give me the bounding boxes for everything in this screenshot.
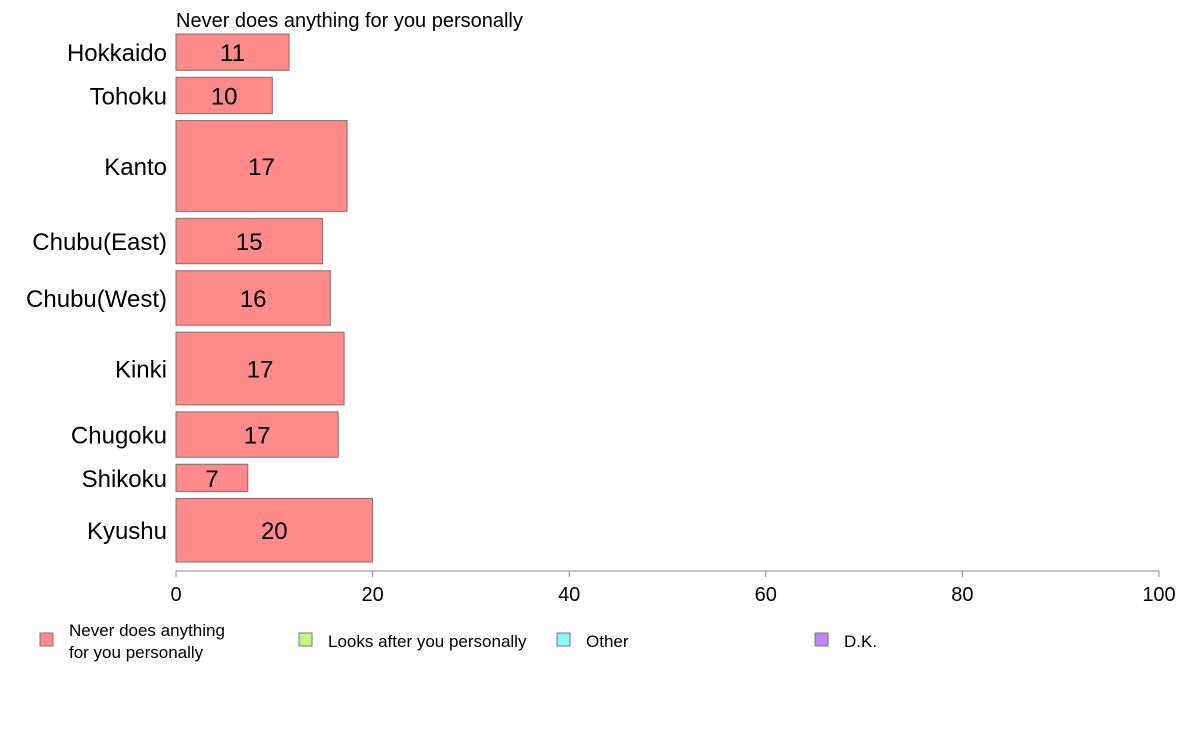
- bar-value-label: 20: [261, 518, 288, 545]
- bar-value-label: 17: [247, 357, 274, 384]
- bar-chugoku: [175, 411, 339, 458]
- x-tick-label: 100: [1142, 584, 1175, 606]
- bar-tohoku: [175, 76, 273, 115]
- legend-label: D.K.: [844, 632, 877, 651]
- legend-label: Other: [586, 632, 629, 651]
- chart-title: Never does anything for you personally: [176, 10, 523, 32]
- x-axis: 0 20 40 60 80 100: [170, 570, 1176, 606]
- bar-value-label: 11: [220, 40, 245, 67]
- category-label: Hokkaido: [67, 40, 167, 67]
- category-label: Kanto: [104, 154, 167, 181]
- bar-kyushu: [175, 497, 374, 563]
- legend-label: for you personally: [69, 643, 204, 662]
- x-tick-label: 40: [558, 584, 580, 606]
- legend-label: Looks after you personally: [328, 632, 527, 651]
- bar-chubu-east-: [175, 217, 323, 265]
- bar-kanto: [175, 120, 348, 212]
- bar-hokkaido: [175, 33, 290, 71]
- category-label: Kinki: [115, 357, 167, 384]
- bar-value-label: 7: [205, 466, 218, 493]
- category-label: Chugoku: [71, 423, 167, 450]
- category-label: Kyushu: [87, 518, 167, 545]
- legend-label: Never does anything: [69, 621, 225, 640]
- category-label: Shikoku: [82, 466, 167, 493]
- legend-swatch: [39, 632, 54, 647]
- bar-shikoku: [175, 463, 249, 492]
- bar-kinki: [175, 331, 345, 406]
- bar-value-label: 16: [240, 286, 267, 313]
- legend-swatch: [298, 632, 313, 647]
- category-label: Chubu(East): [32, 229, 167, 256]
- x-tick-label: 0: [170, 584, 181, 606]
- legend: Never does anything for you personally Loo…: [39, 621, 877, 662]
- x-tick-label: 60: [755, 584, 777, 606]
- legend-swatch: [814, 632, 829, 647]
- bar-value-label: 17: [244, 423, 271, 450]
- bars-layer: 11 Hokkaido 10 Tohoku 17 Kanto 15 Chubu(East) 16…: [26, 33, 374, 563]
- bar-value-label: 10: [211, 83, 238, 110]
- x-tick-label: 20: [361, 584, 383, 606]
- category-label: Chubu(West): [26, 286, 167, 313]
- bar-chubu-west-: [175, 270, 331, 326]
- x-tick-label: 80: [951, 584, 973, 606]
- bar-value-label: 15: [236, 229, 263, 256]
- legend-swatch: [556, 632, 571, 647]
- bar-value-label: 17: [248, 154, 275, 181]
- category-label: Tohoku: [90, 83, 167, 110]
